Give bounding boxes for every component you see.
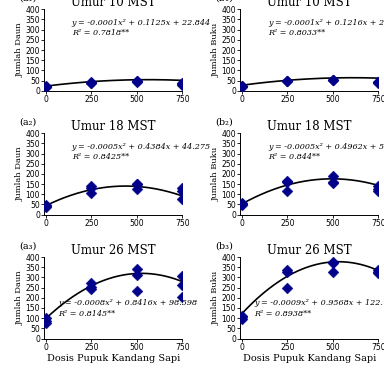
- Y-axis label: Jumlah Buku: Jumlah Buku: [212, 147, 220, 201]
- Point: [284, 269, 290, 275]
- Point: [43, 202, 49, 208]
- Text: (b₂): (b₂): [215, 118, 233, 127]
- Point: [134, 272, 140, 278]
- Point: [179, 273, 185, 279]
- Point: [134, 79, 140, 85]
- Point: [375, 186, 381, 192]
- Point: [134, 266, 140, 272]
- Point: [330, 77, 336, 83]
- Point: [43, 83, 49, 89]
- Y-axis label: Jumlah Daun: Jumlah Daun: [16, 147, 24, 201]
- Point: [375, 183, 381, 189]
- Text: (a₂): (a₂): [19, 118, 36, 127]
- Point: [330, 173, 336, 179]
- Point: [88, 284, 94, 290]
- Point: [134, 78, 140, 84]
- Point: [284, 179, 290, 185]
- Text: y = -0.0009x² + 0.9568x + 122.75
R² = 0.8938**: y = -0.0009x² + 0.9568x + 122.75 R² = 0.…: [254, 299, 384, 318]
- Point: [43, 203, 49, 209]
- Y-axis label: Jumlah Buku: Jumlah Buku: [212, 23, 220, 77]
- Point: [179, 188, 185, 194]
- Point: [375, 268, 381, 273]
- Point: [239, 314, 245, 320]
- Title: Umur 26 MST: Umur 26 MST: [267, 244, 351, 257]
- Point: [330, 269, 336, 275]
- Point: [179, 282, 185, 287]
- Point: [239, 201, 245, 206]
- Text: y = -0.0005x² + 0.4384x + 44.275
R² = 0.8425**: y = -0.0005x² + 0.4384x + 44.275 R² = 0.…: [72, 143, 211, 161]
- Text: (a₃): (a₃): [19, 242, 37, 250]
- Point: [239, 316, 245, 322]
- Point: [284, 178, 290, 184]
- Point: [330, 180, 336, 186]
- Point: [88, 286, 94, 292]
- Title: Umur 18 MST: Umur 18 MST: [71, 120, 156, 133]
- Point: [179, 185, 185, 191]
- Text: (a₁): (a₁): [19, 0, 37, 3]
- Point: [284, 78, 290, 84]
- Point: [179, 294, 185, 300]
- Title: Umur 10 MST: Umur 10 MST: [267, 0, 351, 9]
- Point: [43, 204, 49, 210]
- Title: Umur 18 MST: Umur 18 MST: [267, 120, 351, 133]
- Point: [375, 269, 381, 275]
- Point: [179, 81, 185, 87]
- Point: [375, 79, 381, 85]
- Point: [284, 78, 290, 84]
- Point: [43, 318, 49, 324]
- Text: (b₁): (b₁): [215, 0, 233, 3]
- Point: [43, 320, 49, 326]
- Y-axis label: Jumlah Daun: Jumlah Daun: [16, 23, 24, 77]
- Point: [88, 280, 94, 286]
- X-axis label: Dosis Pupuk Kandang Sapi: Dosis Pupuk Kandang Sapi: [243, 354, 376, 363]
- Point: [179, 196, 185, 202]
- Point: [134, 182, 140, 188]
- Point: [134, 288, 140, 294]
- Y-axis label: Jumlah Daun: Jumlah Daun: [16, 270, 24, 325]
- Text: y = -0.0001x² + 0.1125x + 22.844
R² = 0.7818**: y = -0.0001x² + 0.1125x + 22.844 R² = 0.…: [72, 19, 211, 37]
- Point: [88, 190, 94, 196]
- Point: [330, 259, 336, 265]
- Point: [375, 80, 381, 86]
- Point: [88, 80, 94, 85]
- Point: [43, 84, 49, 90]
- Point: [330, 77, 336, 83]
- Text: y = -0.0005x² + 0.4962x + 52.723
R² = 0.844**: y = -0.0005x² + 0.4962x + 52.723 R² = 0.…: [268, 143, 384, 161]
- Point: [88, 185, 94, 191]
- Text: (b₃): (b₃): [215, 242, 233, 250]
- Point: [43, 84, 49, 90]
- Point: [239, 313, 245, 319]
- Point: [43, 315, 49, 321]
- Point: [330, 77, 336, 83]
- Title: Umur 10 MST: Umur 10 MST: [71, 0, 156, 9]
- Point: [239, 84, 245, 90]
- Point: [179, 80, 185, 86]
- Point: [330, 179, 336, 185]
- Point: [375, 79, 381, 85]
- Y-axis label: Jumlah Buku: Jumlah Buku: [212, 271, 220, 325]
- Point: [134, 78, 140, 84]
- Point: [179, 82, 185, 88]
- Text: y = -0.0008x² + 0.8416x + 98.598
R² = 0.8145**: y = -0.0008x² + 0.8416x + 98.598 R² = 0.…: [58, 299, 197, 318]
- Point: [284, 285, 290, 290]
- Point: [375, 188, 381, 194]
- Point: [88, 183, 94, 189]
- Title: Umur 26 MST: Umur 26 MST: [71, 244, 156, 257]
- Point: [239, 83, 245, 89]
- Point: [375, 270, 381, 276]
- Point: [239, 202, 245, 208]
- Text: y = -0.0001x² + 0.1216x + 27.054
R² = 0.8033**: y = -0.0001x² + 0.1216x + 27.054 R² = 0.…: [268, 19, 384, 37]
- Point: [134, 181, 140, 187]
- Point: [284, 78, 290, 84]
- Point: [284, 268, 290, 273]
- Point: [239, 83, 245, 89]
- Point: [88, 80, 94, 86]
- Point: [284, 188, 290, 194]
- Point: [239, 202, 245, 208]
- Point: [330, 260, 336, 266]
- X-axis label: Dosis Pupuk Kandang Sapi: Dosis Pupuk Kandang Sapi: [46, 354, 180, 363]
- Point: [134, 186, 140, 192]
- Point: [88, 79, 94, 85]
